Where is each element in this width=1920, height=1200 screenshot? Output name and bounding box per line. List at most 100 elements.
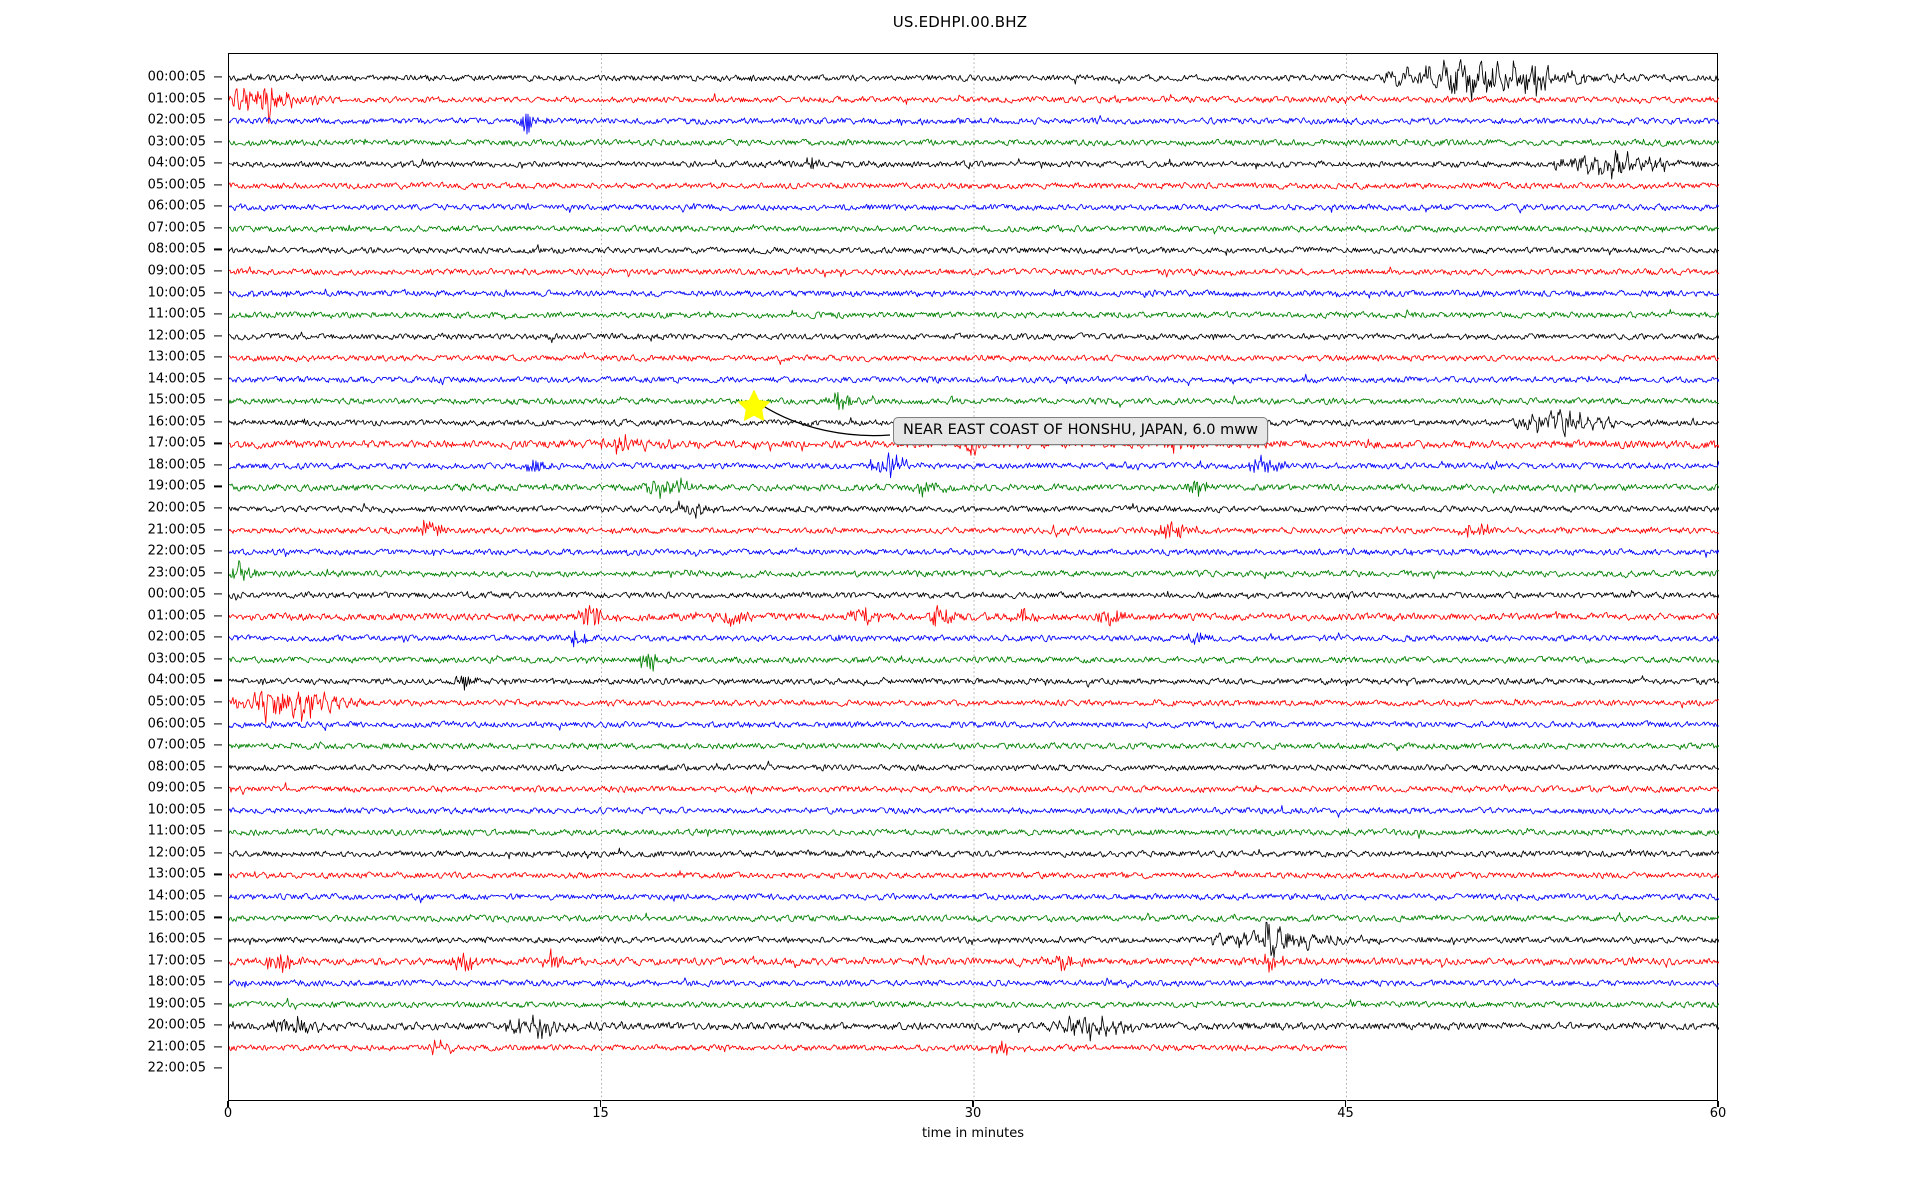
seismogram-trace (229, 605, 1719, 627)
y-tick-mark (214, 205, 222, 207)
x-tick-mark (599, 1101, 602, 1107)
seismogram-trace (229, 1014, 1719, 1042)
y-tick-label: 22:00:05 (147, 543, 206, 559)
y-tick-mark (214, 291, 222, 294)
y-tick-mark (214, 507, 222, 509)
seismogram-trace (229, 977, 1719, 989)
x-tick-mark (1717, 1101, 1719, 1107)
y-tick-mark (214, 981, 222, 983)
seismogram-trace (229, 392, 1719, 411)
y-tick-mark (214, 162, 222, 164)
x-tick-mark (1344, 1101, 1347, 1107)
y-tick-mark (214, 1003, 222, 1005)
y-tick-mark (214, 378, 222, 380)
y-tick-label: 11:00:05 (147, 306, 206, 322)
y-tick-mark (214, 442, 222, 444)
seismogram-trace (229, 224, 1719, 235)
seismogram-trace (229, 477, 1719, 500)
y-tick-mark (214, 679, 222, 681)
seismogram-trace (229, 202, 1719, 214)
y-tick-label: 15:00:05 (147, 392, 206, 408)
seismogram-trace (229, 1039, 1347, 1056)
y-tick-mark (214, 701, 222, 703)
seismogram-trace (229, 244, 1719, 256)
y-tick-mark (214, 572, 222, 574)
y-tick-label: 01:00:05 (147, 91, 206, 107)
seismogram-trace (229, 741, 1719, 752)
y-tick-label: 17:00:05 (147, 435, 206, 451)
seismogram-trace (229, 308, 1719, 320)
y-tick-label: 12:00:05 (147, 328, 206, 344)
y-tick-label: 20:00:05 (147, 1017, 206, 1033)
y-tick-label: 07:00:05 (147, 737, 206, 753)
y-tick-mark (214, 1024, 222, 1026)
seismogram-trace (229, 373, 1719, 387)
y-tick-label: 16:00:05 (147, 414, 206, 430)
y-tick-mark (214, 959, 222, 962)
seismogram-trace (229, 827, 1719, 839)
y-tick-label: 06:00:05 (147, 716, 206, 731)
x-tick-label: 0 (223, 1106, 233, 1121)
seismogram-trace (229, 266, 1719, 278)
y-tick-label: 23:00:05 (147, 565, 206, 581)
seismogram-trace (229, 675, 1719, 691)
seismogram-trace (229, 997, 1719, 1010)
seismogram-trace (229, 948, 1719, 974)
y-tick-label: 00:00:05 (147, 69, 206, 85)
y-tick-label: 13:00:05 (147, 349, 206, 365)
seismogram-trace (229, 452, 1719, 479)
seismogram-trace (229, 519, 1719, 539)
seismogram-trace (229, 720, 1719, 731)
seismogram-trace (229, 138, 1719, 147)
y-tick-mark (214, 636, 222, 638)
seismogram-trace (229, 352, 1719, 365)
y-tick-mark (214, 464, 222, 466)
y-tick-label: 04:00:05 (147, 672, 206, 688)
x-tick-mark (227, 1101, 229, 1107)
y-tick-mark (214, 270, 222, 272)
y-tick-mark (214, 76, 222, 78)
y-tick-label: 04:00:05 (147, 155, 206, 171)
y-tick-mark (214, 787, 222, 789)
y-tick-label: 02:00:05 (147, 629, 206, 645)
seismogram-trace (229, 560, 1719, 582)
y-tick-mark (214, 485, 222, 488)
y-tick-label: 01:00:05 (147, 608, 206, 624)
seismogram-trace (229, 149, 1719, 180)
y-tick-mark (214, 550, 222, 552)
seismogram-trace (229, 590, 1719, 601)
seismogram-trace (229, 87, 1719, 124)
x-axis-label: time in minutes (921, 1126, 1025, 1141)
earthquake-annotation-label[interactable]: NEAR EAST COAST OF HONSHU, JAPAN, 6.0 mw… (893, 417, 1268, 445)
seismogram-trace (229, 805, 1719, 818)
seismogram-traces (229, 54, 1719, 1102)
y-tick-label: 16:00:05 (147, 931, 206, 947)
x-tick-label: 15 (592, 1106, 609, 1121)
y-tick-mark (214, 421, 222, 423)
y-tick-mark (214, 399, 222, 401)
y-tick-label: 19:00:05 (147, 478, 206, 494)
seismogram-trace (229, 760, 1719, 772)
y-tick-mark (214, 615, 222, 617)
seismogram-trace (229, 847, 1719, 860)
y-tick-label: 20:00:05 (147, 500, 206, 516)
seismogram-trace (229, 113, 1719, 135)
y-tick-label: 13:00:05 (147, 866, 206, 882)
y-tick-label: 02:00:05 (147, 112, 206, 128)
y-tick-label: 14:00:05 (147, 371, 206, 387)
y-tick-mark (214, 528, 222, 531)
seismogram-trace (229, 892, 1719, 904)
y-axis-tick-labels: 00:00:05 01:00:05 02:00:05 03:00:05 04:00:05… (0, 53, 222, 1101)
y-tick-label: 15:00:05 (147, 909, 206, 925)
y-tick-mark (214, 658, 222, 660)
y-tick-mark (214, 938, 222, 940)
y-tick-label: 09:00:05 (147, 780, 206, 796)
y-tick-label: 19:00:05 (147, 996, 206, 1012)
y-tick-mark (214, 1067, 222, 1069)
x-tick-label: 60 (1709, 1106, 1727, 1121)
plot-area[interactable] (228, 53, 1719, 1102)
y-tick-label: 06:00:05 (147, 198, 206, 214)
y-tick-mark (214, 852, 222, 854)
seismogram-trace (229, 59, 1719, 102)
